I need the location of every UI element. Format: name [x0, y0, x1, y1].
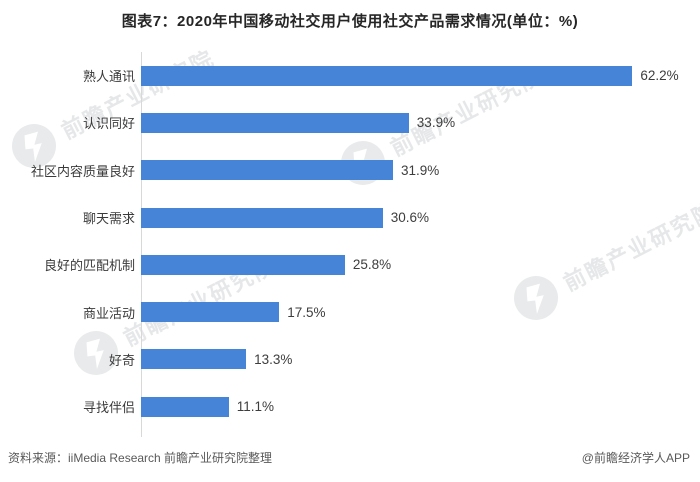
bar: [141, 302, 280, 323]
bar-row: 寻找伴侣 11.1%: [0, 383, 700, 430]
category-label: 认识同好: [82, 116, 135, 132]
value-label: 25.8%: [352, 257, 392, 273]
value-label: 30.6%: [390, 210, 430, 226]
bar: [141, 112, 409, 133]
value-label: 11.1%: [236, 399, 274, 415]
value-label: 17.5%: [287, 304, 326, 320]
bar-row: 好奇 13.3%: [0, 336, 700, 383]
category-label: 寻找伴侣: [82, 400, 135, 416]
category-label: 聊天需求: [82, 211, 135, 227]
credit-note: @前瞻经济学人APP: [581, 451, 690, 465]
bar: [141, 160, 393, 181]
bar-track: 62.2%: [141, 65, 700, 86]
bar-row: 商业活动 17.5%: [0, 288, 700, 335]
source-note: 资料来源：iiMedia Research 前瞻产业研究院整理: [8, 451, 273, 465]
bar-track: 11.1%: [141, 396, 700, 417]
footer: 资料来源：iiMedia Research 前瞻产业研究院整理 @前瞻经济学人A…: [8, 449, 690, 466]
bar: [141, 65, 633, 86]
bar-row: 良好的匹配机制 25.8%: [0, 241, 700, 288]
bar-track: 33.9%: [141, 112, 700, 133]
bar-track: 13.3%: [141, 349, 700, 370]
category-label: 好奇: [108, 352, 135, 368]
category-label: 社区内容质量良好: [30, 163, 135, 179]
bar-track: 30.6%: [141, 207, 700, 228]
category-label: 熟人通讯: [82, 69, 135, 85]
bar-row: 社区内容质量良好 31.9%: [0, 147, 700, 194]
value-label: 13.3%: [254, 351, 293, 367]
bar-chart: 熟人通讯 62.2% 认识同好 33.9% 社区内容质量良好 31.9% 聊天需…: [0, 52, 700, 430]
chart-title: 图表7：2020年中国移动社交用户使用社交产品需求情况(单位：%): [121, 13, 579, 30]
category-label: 商业活动: [82, 305, 135, 321]
value-label: 33.9%: [416, 115, 456, 131]
bar: [141, 207, 383, 228]
bar-track: 25.8%: [141, 254, 700, 275]
category-label: 良好的匹配机制: [43, 258, 135, 274]
value-label: 62.2%: [640, 68, 679, 84]
bar-row: 熟人通讯 62.2%: [0, 52, 700, 99]
value-label: 31.9%: [401, 162, 440, 178]
bar-row: 聊天需求 30.6%: [0, 194, 700, 241]
bar: [141, 396, 229, 417]
bar-track: 31.9%: [141, 160, 700, 181]
y-axis-line: [141, 52, 142, 437]
bar: [141, 349, 247, 370]
bar-row: 认识同好 33.9%: [0, 99, 700, 146]
bar-track: 17.5%: [141, 302, 700, 323]
bar: [141, 254, 345, 275]
